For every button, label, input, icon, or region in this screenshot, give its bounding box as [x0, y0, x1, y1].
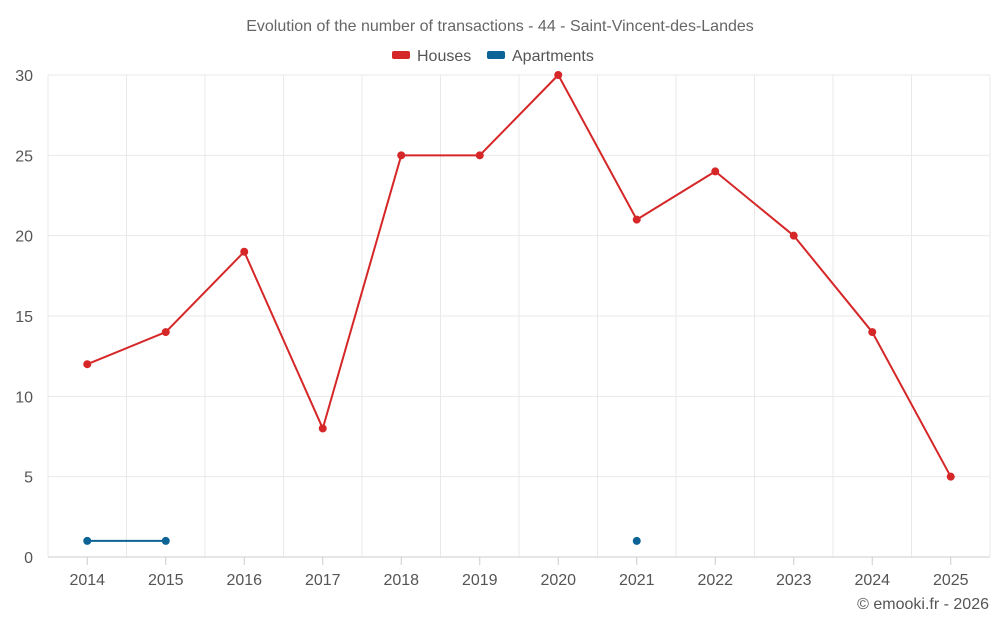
data-point-houses[interactable]	[161, 328, 170, 337]
x-tick-label: 2019	[462, 572, 498, 589]
series-layer	[83, 71, 955, 545]
y-tick-label: 15	[15, 309, 33, 326]
x-tick-label: 2014	[69, 572, 105, 589]
data-point-houses[interactable]	[632, 215, 641, 224]
data-point-apartments[interactable]	[632, 536, 641, 545]
credits-text[interactable]: © emooki.fr - 2026	[857, 596, 989, 613]
y-tick-label: 10	[15, 389, 33, 406]
y-tick-label: 25	[15, 148, 33, 165]
data-point-houses[interactable]	[789, 231, 798, 240]
series-apartments	[83, 536, 641, 545]
legend-item-apartments[interactable]: Apartments	[487, 48, 594, 65]
legend-label-houses: Houses	[417, 48, 471, 65]
x-tick-label: 2020	[540, 572, 576, 589]
x-tick-label: 2023	[776, 572, 812, 589]
x-tick-label: 2022	[697, 572, 733, 589]
x-tick-label: 2016	[226, 572, 262, 589]
data-point-houses[interactable]	[475, 151, 484, 160]
y-axis-tick-labels: 0 5 10 15 20 25 30	[15, 68, 33, 567]
data-point-apartments[interactable]	[83, 536, 92, 545]
x-tick-label: 2021	[619, 572, 655, 589]
series-line-houses	[86, 74, 952, 478]
chart-title: Evolution of the number of transactions …	[246, 18, 754, 35]
data-point-houses[interactable]	[240, 247, 249, 256]
data-point-apartments[interactable]	[161, 536, 170, 545]
data-point-houses[interactable]	[83, 360, 92, 369]
legend-swatch-houses	[392, 51, 410, 59]
data-point-houses[interactable]	[946, 472, 955, 481]
data-point-houses[interactable]	[397, 151, 406, 160]
x-tick-label: 2017	[305, 572, 341, 589]
y-tick-label: 30	[15, 68, 33, 85]
x-tick-label: 2024	[854, 572, 890, 589]
x-axis-tick-labels: 2014 2015 2016 2017 2018 2019 2020 2021 2022 2023…	[69, 557, 969, 589]
data-point-houses[interactable]	[318, 424, 327, 433]
y-tick-label: 5	[24, 470, 33, 487]
data-point-houses[interactable]	[554, 71, 563, 79]
x-tick-label: 2018	[383, 572, 419, 589]
x-tick-label: 2025	[933, 572, 969, 589]
legend-label-apartments: Apartments	[512, 48, 594, 65]
data-point-houses[interactable]	[711, 167, 720, 176]
series-houses	[83, 71, 955, 481]
y-tick-label: 20	[15, 229, 33, 246]
legend-item-houses[interactable]: Houses	[392, 48, 471, 65]
x-tick-label: 2015	[148, 572, 184, 589]
legend: Houses Apartments	[392, 48, 594, 65]
legend-swatch-apartments	[487, 51, 505, 59]
data-point-houses[interactable]	[868, 328, 877, 337]
y-tick-label: 0	[24, 550, 33, 567]
